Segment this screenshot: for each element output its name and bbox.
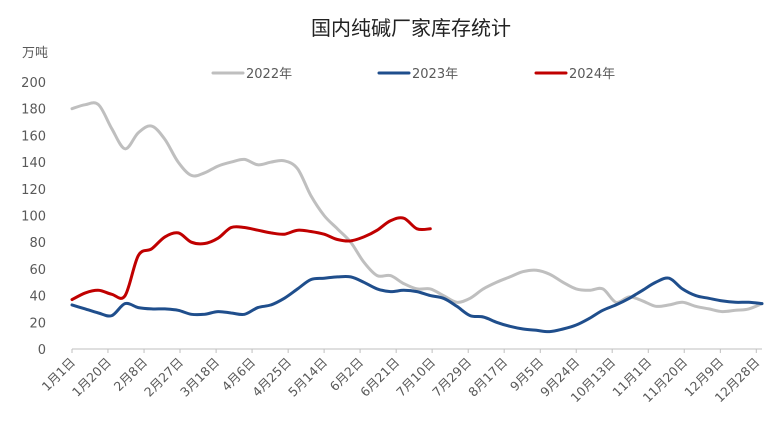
series-line-2024: [70, 216, 432, 302]
y-axis-unit: 万吨: [22, 46, 48, 61]
legend-label-2024: 2024年: [569, 67, 615, 82]
y-axis: 0 20 40 60 80 100 120 140 160 180 200: [21, 76, 46, 358]
y-tick-label: 20: [29, 316, 46, 331]
x-axis: 1月1日1月20日2月8日2月27日3月18日4月6日4月25日5月14日6月2…: [39, 349, 762, 405]
x-tick-label: 3月18日: [177, 355, 222, 400]
legend-item-2022: 2022年: [211, 67, 292, 82]
y-tick-label: 180: [21, 103, 46, 118]
plot-area: [70, 101, 764, 334]
y-tick-label: 60: [29, 263, 46, 278]
x-tick-label: 1月20日: [69, 355, 114, 400]
y-tick-label: 120: [21, 183, 46, 198]
legend-item-2023: 2023年: [377, 67, 458, 82]
y-tick-label: 140: [21, 156, 46, 171]
series-line-2023: [70, 274, 764, 334]
legend: 2022年 2023年 2024年: [211, 67, 615, 82]
legend-label-2023: 2023年: [412, 67, 458, 82]
y-tick-label: 100: [21, 210, 46, 225]
y-tick-label: 0: [38, 343, 46, 358]
x-tick-label: 7月10日: [393, 355, 438, 400]
y-tick-label: 200: [21, 76, 46, 91]
legend-label-2022: 2022年: [246, 67, 292, 82]
legend-item-2024: 2024年: [534, 67, 615, 82]
series-line-2022: [70, 101, 764, 314]
x-tick-label: 5月14日: [285, 355, 330, 400]
x-tick-label: 7月29日: [429, 355, 474, 400]
x-tick-label: 2月27日: [141, 355, 186, 400]
x-tick-label: 4月25日: [249, 355, 294, 400]
y-tick-label: 80: [29, 236, 46, 251]
x-tick-label: 8月17日: [465, 355, 510, 400]
y-tick-label: 40: [29, 290, 46, 305]
y-tick-label: 160: [21, 129, 46, 144]
x-tick-label: 6月21日: [357, 355, 402, 400]
chart-title: 国内纯碱厂家库存统计: [311, 16, 511, 40]
